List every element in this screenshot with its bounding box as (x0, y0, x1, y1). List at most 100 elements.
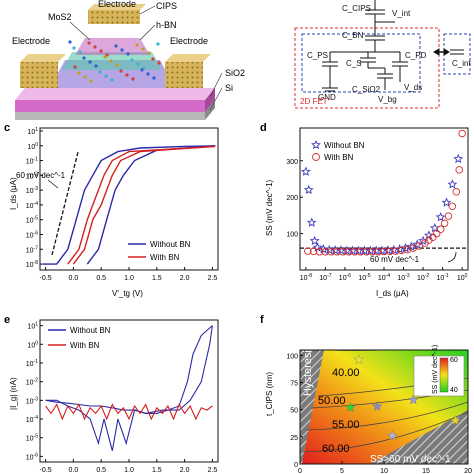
atom (125, 73, 129, 77)
y-tick-label: 50 (290, 408, 298, 415)
y-tick-label: 10-6 (26, 231, 38, 240)
panel-letter-c: c (4, 122, 10, 134)
atom (83, 75, 87, 79)
legend-with-bn-e: With BN (70, 341, 100, 350)
panel-c-60mv-line (51, 151, 79, 256)
atom (147, 51, 151, 55)
atom (94, 64, 98, 68)
atom (135, 43, 139, 47)
label-v-bg: V_bg (378, 95, 397, 104)
series-line-1 (86, 145, 216, 265)
data-point-circle (455, 166, 463, 174)
x-tick-label: 100 (457, 273, 468, 282)
panel-c-ylabel: I_ds (μA) (9, 177, 18, 210)
label-c-int: C_int (452, 59, 471, 68)
atom (89, 79, 93, 83)
panel-letter-f: f (260, 314, 264, 326)
data-point-star (394, 243, 405, 254)
atom (114, 44, 118, 48)
y-tick-label: 10-1 (26, 157, 38, 166)
atom (119, 69, 123, 73)
contour-label-50: 50.00 (318, 395, 346, 407)
atom (72, 46, 76, 50)
series-line-3 (72, 145, 216, 265)
panel-f-ylabel: t_CIPS (nm) (265, 372, 274, 416)
atom (146, 72, 150, 76)
atom (99, 49, 103, 53)
atom (115, 63, 119, 67)
atom (136, 62, 140, 66)
atom (88, 60, 92, 64)
label-gnd: GND (318, 93, 336, 102)
y-tick-label: 75 (290, 381, 298, 388)
atom (126, 52, 130, 56)
series-line-1 (45, 325, 213, 414)
x-tick-label: 2.5 (208, 275, 218, 282)
x-tick-label: 10-7 (319, 273, 331, 282)
y-tick-label: 10-3 (26, 396, 38, 405)
contour-55 (305, 401, 468, 431)
legend-with-bn-d: With BN (324, 153, 354, 162)
panel-b-circuit (294, 0, 471, 109)
data-point-circle (374, 248, 382, 256)
x-tick-label: 1.0 (124, 275, 134, 282)
panel-e-ylabel: |I_g| (nA) (9, 377, 18, 410)
panel-e-frame (39, 319, 219, 463)
y-tick-label: 100 (286, 232, 298, 239)
colorbar-label: SS (mV dec^-1) (432, 345, 439, 394)
y-tick-label: 10-8 (26, 260, 38, 269)
y-tick-label: 10-5 (26, 434, 38, 443)
atom (151, 57, 155, 61)
atom (131, 77, 135, 81)
x-tick-label: 10-2 (417, 273, 429, 282)
hysteresis-region (300, 350, 324, 464)
x-tick-label: 10-5 (358, 273, 370, 282)
y-tick-label: 10-5 (26, 216, 38, 225)
label-si: Si (225, 83, 233, 93)
y-tick-label: 10-7 (26, 245, 38, 254)
data-point-star (306, 217, 317, 227)
ss-over-60-region (370, 410, 468, 464)
y-tick-label: 10-2 (26, 171, 38, 180)
atom (152, 76, 156, 80)
data-point-circle (397, 246, 406, 255)
y-tick-label: 10-2 (26, 378, 38, 387)
atom (140, 68, 144, 72)
atom (105, 53, 109, 57)
data-point-circle (386, 247, 394, 256)
x-tick-label: 1.5 (152, 275, 162, 282)
si-top (15, 88, 215, 100)
si-layer (15, 112, 205, 120)
data-point-circle (448, 202, 457, 211)
contour-label-60: 60.00 (322, 443, 350, 455)
data-point-star (453, 153, 464, 164)
device-star-marker (353, 354, 364, 365)
label-c-bn: C_BN (342, 31, 364, 40)
y-tick-label: 101 (27, 127, 38, 136)
label-c-cips: C_CIPS (342, 4, 371, 13)
contour-label-40: 40.00 (332, 367, 360, 379)
panel-d-annotation: 60 mV dec^-1 (370, 255, 420, 264)
data-point-circle (436, 225, 445, 233)
colorbar (439, 357, 449, 393)
fet-box (294, 27, 440, 109)
label-2d-fet: 2D FET (300, 97, 328, 106)
data-point-circle (368, 248, 377, 256)
panel-c-chart: c -0.5 0.0 0.5 1.0 1.5 2.0 2.5 10-8 10-7 10-6 10-5… (4, 122, 219, 298)
device-star-marker (408, 394, 419, 405)
atom (109, 59, 113, 63)
panel-c-xlabel: V'_tg (V) (112, 289, 143, 298)
x-tick-label: 10-8 (300, 273, 312, 282)
panel-b-labels: C_CIPS V_int C_BN C_PS C_S C_PD C_int GN… (300, 4, 471, 106)
atom (82, 56, 86, 60)
label-electrode-top: Electrode (98, 0, 136, 9)
x-tick-label: 1.0 (124, 467, 134, 474)
label-mos2: MoS2 (48, 12, 72, 22)
panel-a-schematic: Electrode MoS2 CIPS h-BN Electrode Elect… (12, 0, 245, 120)
atom (73, 65, 77, 69)
panel-e-chart: e -0.5 0.0 0.5 1.0 1.5 2.0 2.5 10-6 10-5 10-4 10-3… (4, 314, 219, 474)
y-tick-label: 10-1 (26, 359, 38, 368)
x-tick-label: 10-1 (436, 273, 448, 282)
x-tick-label: 0.0 (69, 275, 79, 282)
